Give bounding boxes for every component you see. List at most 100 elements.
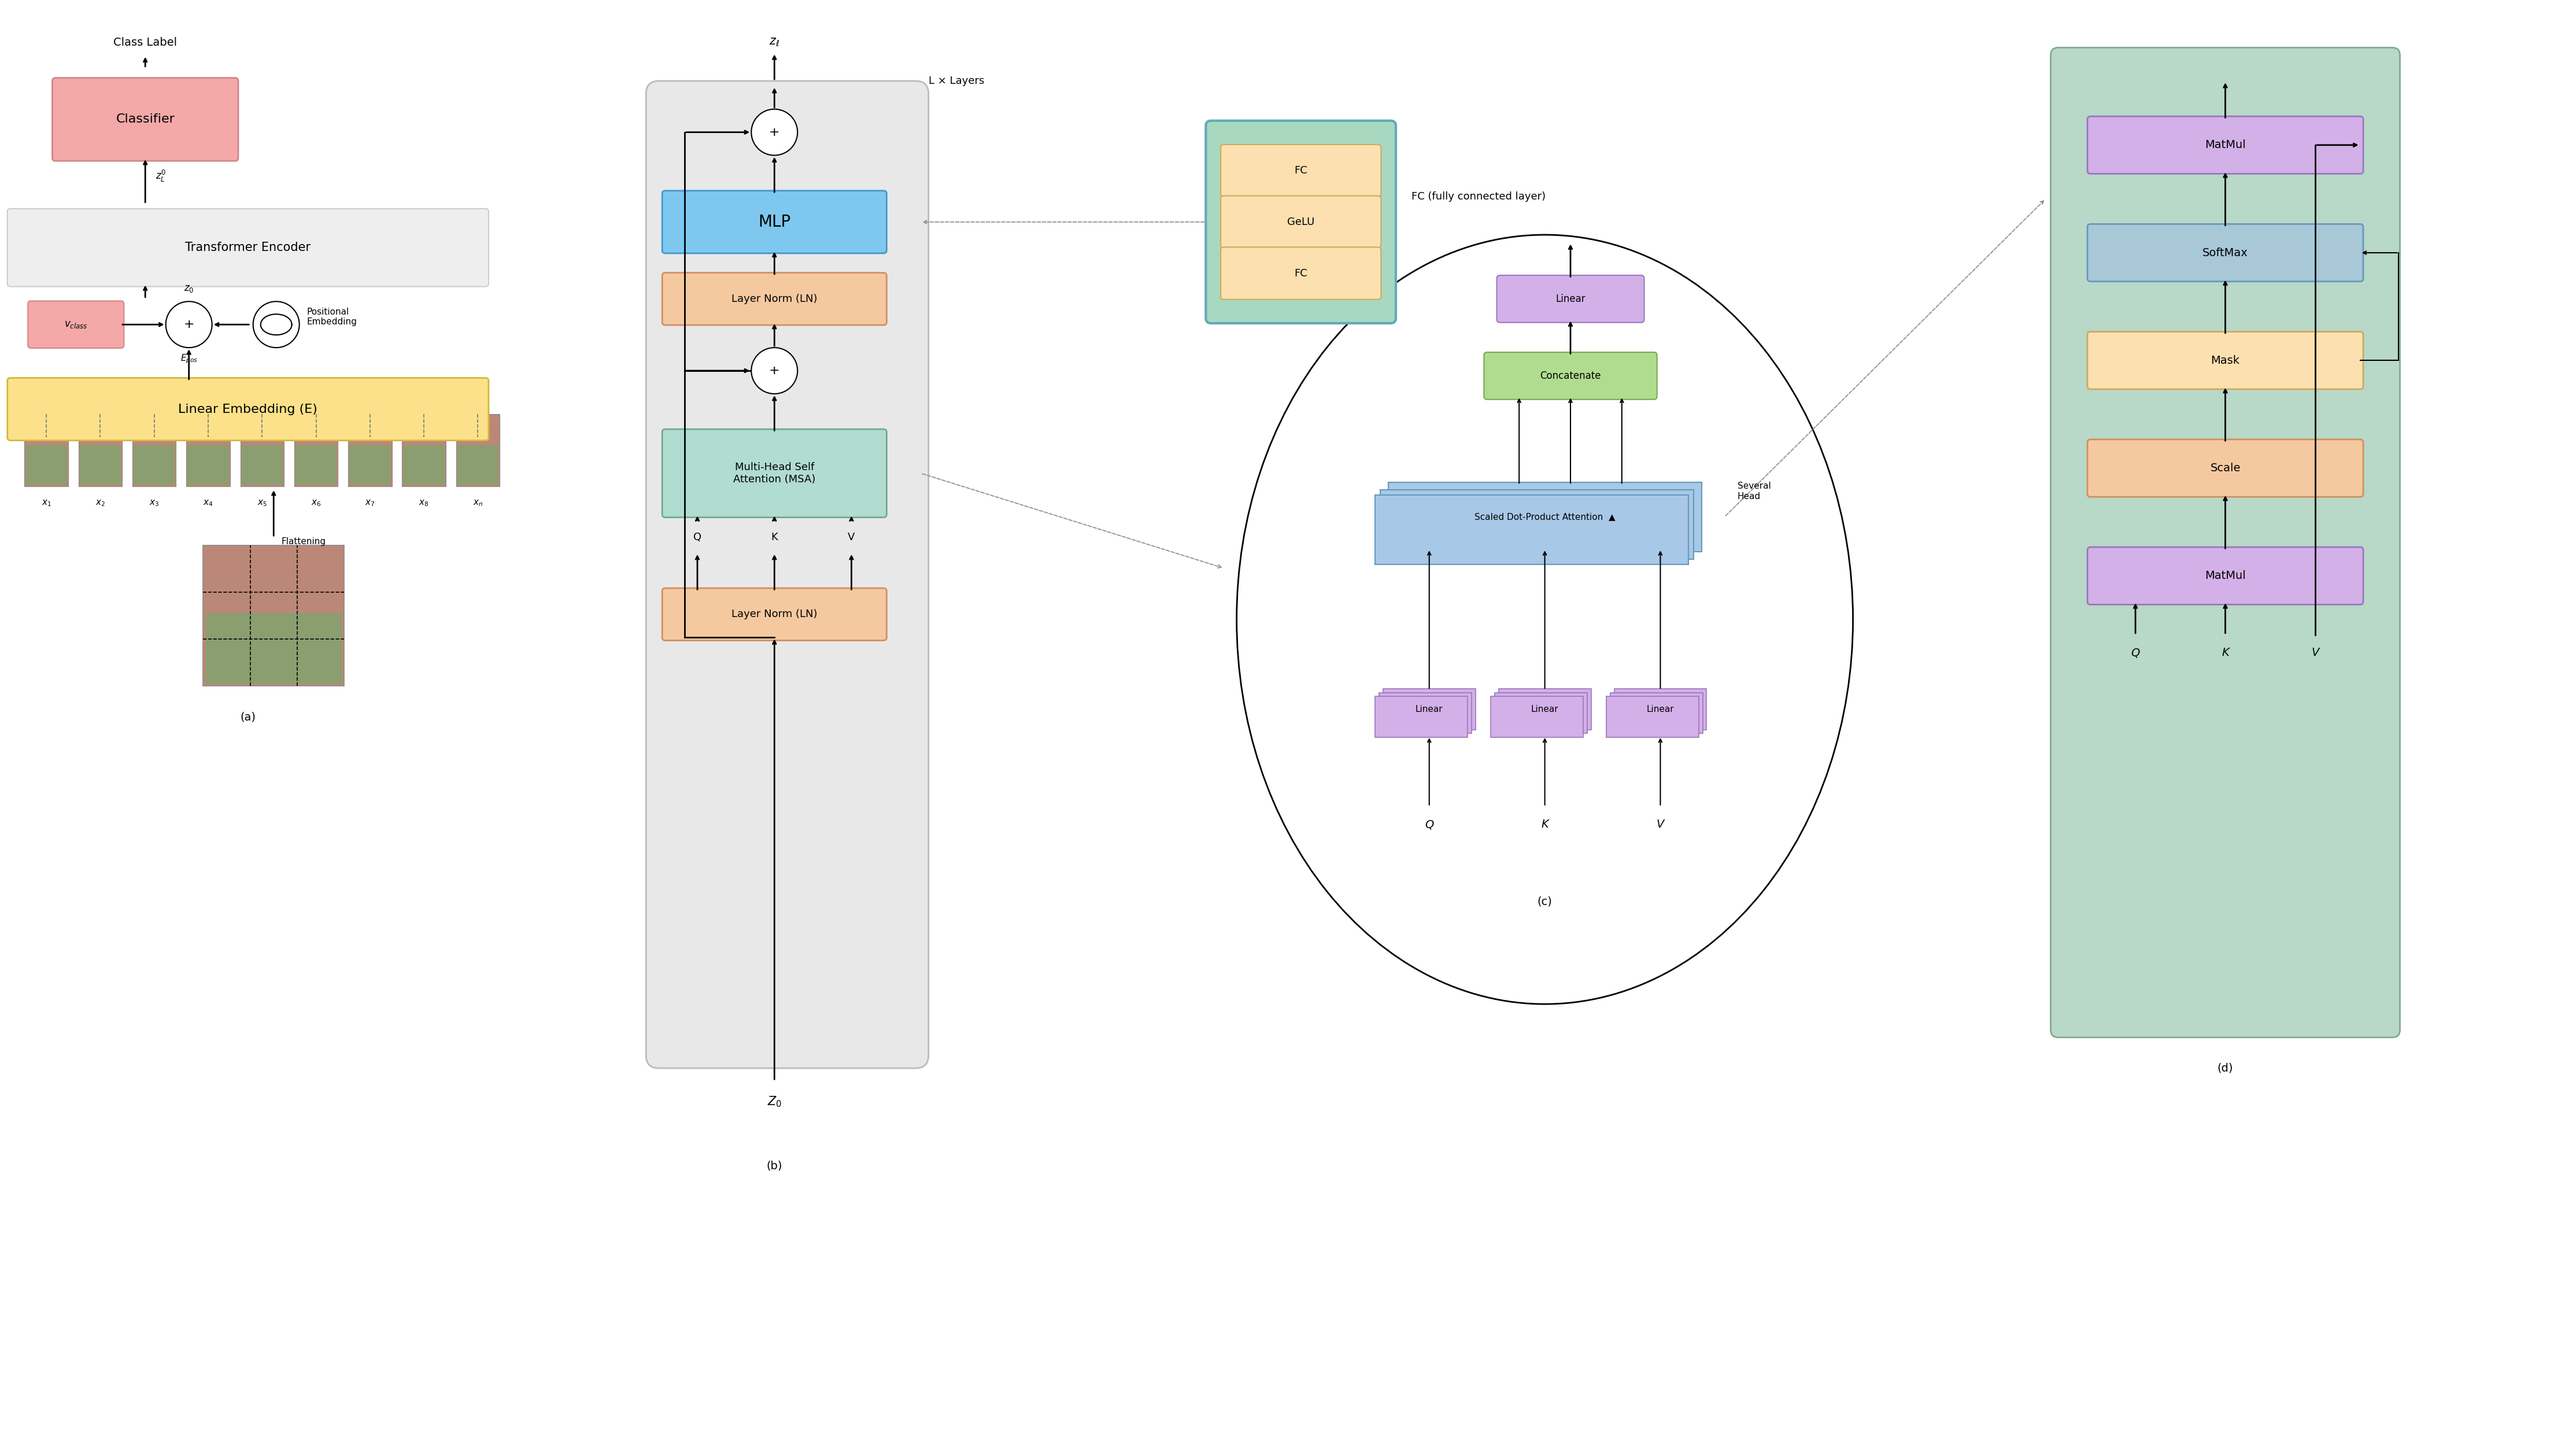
FancyBboxPatch shape: [348, 414, 392, 487]
Circle shape: [165, 302, 211, 348]
Text: $z_\ell$: $z_\ell$: [770, 36, 781, 48]
FancyBboxPatch shape: [134, 445, 175, 485]
FancyBboxPatch shape: [1376, 495, 1690, 565]
FancyBboxPatch shape: [459, 445, 497, 485]
Circle shape: [252, 302, 299, 348]
Text: $E_{pos}$: $E_{pos}$: [180, 352, 198, 365]
Text: $x_n$: $x_n$: [474, 500, 482, 508]
FancyBboxPatch shape: [1610, 693, 1703, 734]
Text: Linear: Linear: [1414, 705, 1443, 713]
FancyBboxPatch shape: [1383, 689, 1476, 729]
FancyBboxPatch shape: [1497, 276, 1643, 322]
FancyBboxPatch shape: [185, 414, 229, 487]
FancyBboxPatch shape: [206, 614, 343, 683]
Text: V: V: [2311, 647, 2318, 658]
Text: Scaled Dot-Product Attention  ▲: Scaled Dot-Product Attention ▲: [1473, 513, 1615, 521]
Text: Q: Q: [1425, 819, 1435, 830]
FancyBboxPatch shape: [8, 208, 489, 286]
Text: $x_4$: $x_4$: [204, 500, 214, 508]
FancyBboxPatch shape: [1221, 247, 1381, 299]
Text: Class Label: Class Label: [113, 38, 178, 48]
Text: Positional
Embedding: Positional Embedding: [307, 308, 358, 326]
FancyBboxPatch shape: [26, 414, 67, 487]
FancyBboxPatch shape: [1376, 696, 1468, 738]
Text: +: +: [770, 127, 781, 139]
Text: FC (fully connected layer): FC (fully connected layer): [1412, 191, 1546, 202]
Text: Mask: Mask: [2210, 355, 2239, 365]
FancyBboxPatch shape: [1381, 490, 1695, 559]
FancyBboxPatch shape: [1484, 352, 1656, 400]
FancyBboxPatch shape: [296, 445, 337, 485]
Text: Layer Norm (LN): Layer Norm (LN): [732, 609, 817, 619]
Text: $x_8$: $x_8$: [420, 500, 430, 508]
FancyBboxPatch shape: [1221, 144, 1381, 196]
Text: Q: Q: [2130, 647, 2141, 658]
FancyBboxPatch shape: [1499, 689, 1592, 729]
Text: Classifier: Classifier: [116, 114, 175, 126]
FancyBboxPatch shape: [26, 445, 67, 485]
Text: Q: Q: [693, 533, 701, 543]
Text: Linear Embedding (E): Linear Embedding (E): [178, 403, 317, 414]
FancyBboxPatch shape: [1221, 196, 1381, 248]
Text: MatMul: MatMul: [2205, 570, 2246, 582]
FancyBboxPatch shape: [662, 273, 886, 325]
FancyBboxPatch shape: [1615, 689, 1705, 729]
FancyBboxPatch shape: [662, 191, 886, 253]
FancyBboxPatch shape: [8, 378, 489, 440]
Text: $x_6$: $x_6$: [312, 500, 322, 508]
Text: MatMul: MatMul: [2205, 140, 2246, 150]
Circle shape: [752, 348, 799, 394]
FancyBboxPatch shape: [77, 414, 121, 487]
Text: $x_1$: $x_1$: [41, 500, 52, 508]
FancyBboxPatch shape: [1378, 693, 1471, 734]
FancyBboxPatch shape: [404, 445, 446, 485]
Text: V: V: [848, 533, 855, 543]
FancyBboxPatch shape: [2087, 224, 2362, 282]
Text: Scale: Scale: [2210, 462, 2241, 474]
Text: Multi-Head Self
Attention (MSA): Multi-Head Self Attention (MSA): [734, 462, 817, 485]
Text: K: K: [770, 533, 778, 543]
FancyBboxPatch shape: [1492, 696, 1584, 738]
FancyBboxPatch shape: [80, 445, 121, 485]
FancyBboxPatch shape: [52, 78, 237, 160]
Text: SoftMax: SoftMax: [2202, 247, 2249, 258]
Text: (b): (b): [768, 1160, 783, 1171]
FancyBboxPatch shape: [188, 445, 229, 485]
Text: K: K: [1540, 819, 1548, 830]
Text: Flattening: Flattening: [281, 537, 327, 546]
FancyBboxPatch shape: [240, 414, 283, 487]
Text: +: +: [770, 365, 781, 377]
Text: Linear: Linear: [1646, 705, 1674, 713]
FancyBboxPatch shape: [2050, 48, 2401, 1037]
Text: +: +: [183, 319, 193, 331]
Text: $z_L^0$: $z_L^0$: [155, 169, 165, 183]
FancyBboxPatch shape: [131, 414, 175, 487]
Text: Transformer Encoder: Transformer Encoder: [185, 241, 312, 253]
Text: $x_7$: $x_7$: [366, 500, 376, 508]
FancyBboxPatch shape: [1206, 121, 1396, 323]
FancyBboxPatch shape: [350, 445, 392, 485]
FancyBboxPatch shape: [2087, 332, 2362, 390]
Text: (d): (d): [2218, 1063, 2233, 1074]
Text: Linear: Linear: [1556, 293, 1584, 305]
Text: $z_0$: $z_0$: [183, 283, 193, 293]
FancyBboxPatch shape: [2087, 547, 2362, 605]
FancyBboxPatch shape: [662, 429, 886, 517]
Text: K: K: [2221, 647, 2228, 658]
FancyBboxPatch shape: [456, 414, 500, 487]
Text: (c): (c): [1538, 897, 1553, 907]
FancyBboxPatch shape: [1388, 482, 1700, 552]
Text: $v_{class}$: $v_{class}$: [64, 319, 88, 329]
FancyBboxPatch shape: [2087, 117, 2362, 173]
Text: Linear: Linear: [1530, 705, 1558, 713]
Text: FC: FC: [1293, 166, 1309, 176]
Text: $x_2$: $x_2$: [95, 500, 106, 508]
Text: V: V: [1656, 819, 1664, 830]
Circle shape: [752, 110, 799, 156]
FancyBboxPatch shape: [402, 414, 446, 487]
Text: FC: FC: [1293, 269, 1309, 279]
Text: L × Layers: L × Layers: [927, 75, 984, 87]
FancyBboxPatch shape: [1494, 693, 1587, 734]
Text: $x_3$: $x_3$: [149, 500, 160, 508]
Text: Concatenate: Concatenate: [1540, 371, 1600, 381]
